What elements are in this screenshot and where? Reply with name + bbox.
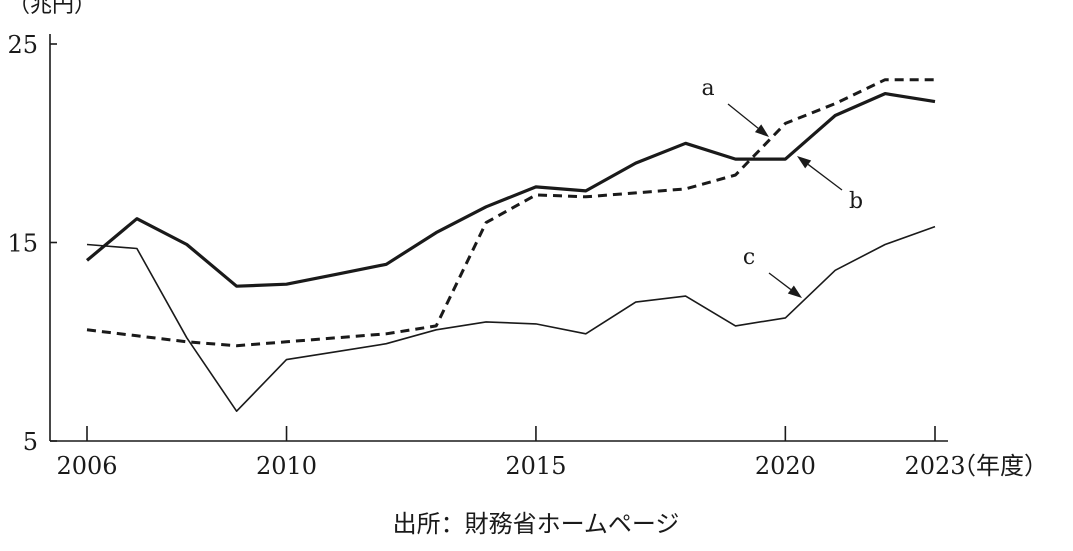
- arrow-a: [727, 103, 769, 137]
- x-tick-label: 2015: [505, 452, 566, 480]
- x-tick-label: 2023: [904, 452, 965, 480]
- y-tick-label: 25: [7, 31, 38, 59]
- source-note: 出所：財務省ホームページ: [393, 510, 680, 538]
- series-line-b: [85, 91, 936, 288]
- x-tick-label: 2010: [256, 452, 317, 480]
- series-layer: [85, 78, 936, 413]
- y-tick-label: 15: [7, 230, 38, 258]
- series-line-a: [86, 78, 935, 348]
- x-tick-label: 2020: [755, 452, 816, 480]
- y-ticks: 5 15 25: [7, 31, 57, 456]
- y-tick-label: 5: [23, 428, 38, 456]
- series-label-b: b: [849, 189, 863, 214]
- x-ticks: 2006 2010 2015 2020 2023: [56, 426, 966, 480]
- arrow-b: [797, 156, 843, 191]
- series-line-c: [86, 225, 936, 413]
- series-annotations: a b c: [701, 76, 863, 298]
- series-label-c: c: [743, 245, 755, 270]
- x-tick-label: 2006: [56, 452, 117, 480]
- y-axis-unit-label: （兆円）: [8, 0, 96, 18]
- series-label-a: a: [701, 76, 714, 101]
- x-axis-unit-label: （年度）: [952, 452, 1048, 480]
- axes: [49, 34, 948, 442]
- arrow-c: [768, 272, 802, 298]
